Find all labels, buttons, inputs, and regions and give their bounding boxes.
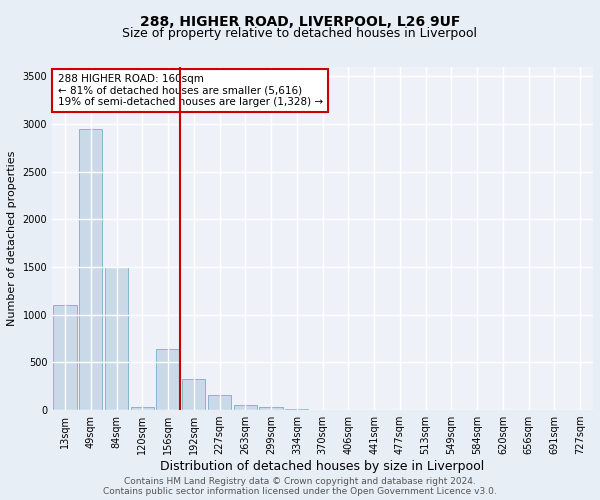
Bar: [53, 306, 77, 410]
X-axis label: Distribution of detached houses by size in Liverpool: Distribution of detached houses by size …: [160, 460, 485, 473]
Bar: [182, 378, 205, 410]
Text: Contains public sector information licensed under the Open Government Licence v3: Contains public sector information licen…: [103, 487, 497, 496]
Bar: [208, 396, 231, 410]
Text: Contains HM Land Registry data © Crown copyright and database right 2024.: Contains HM Land Registry data © Crown c…: [124, 477, 476, 486]
Text: 288 HIGHER ROAD: 160sqm
← 81% of detached houses are smaller (5,616)
19% of semi: 288 HIGHER ROAD: 160sqm ← 81% of detache…: [58, 74, 323, 107]
Text: Size of property relative to detached houses in Liverpool: Size of property relative to detached ho…: [122, 28, 478, 40]
Text: 288, HIGHER ROAD, LIVERPOOL, L26 9UF: 288, HIGHER ROAD, LIVERPOOL, L26 9UF: [140, 15, 460, 29]
Bar: [79, 129, 103, 410]
Bar: [131, 408, 154, 410]
Bar: [234, 405, 257, 410]
Bar: [157, 349, 179, 410]
Bar: [259, 408, 283, 410]
Bar: [285, 409, 308, 410]
Y-axis label: Number of detached properties: Number of detached properties: [7, 151, 17, 326]
Bar: [105, 267, 128, 410]
